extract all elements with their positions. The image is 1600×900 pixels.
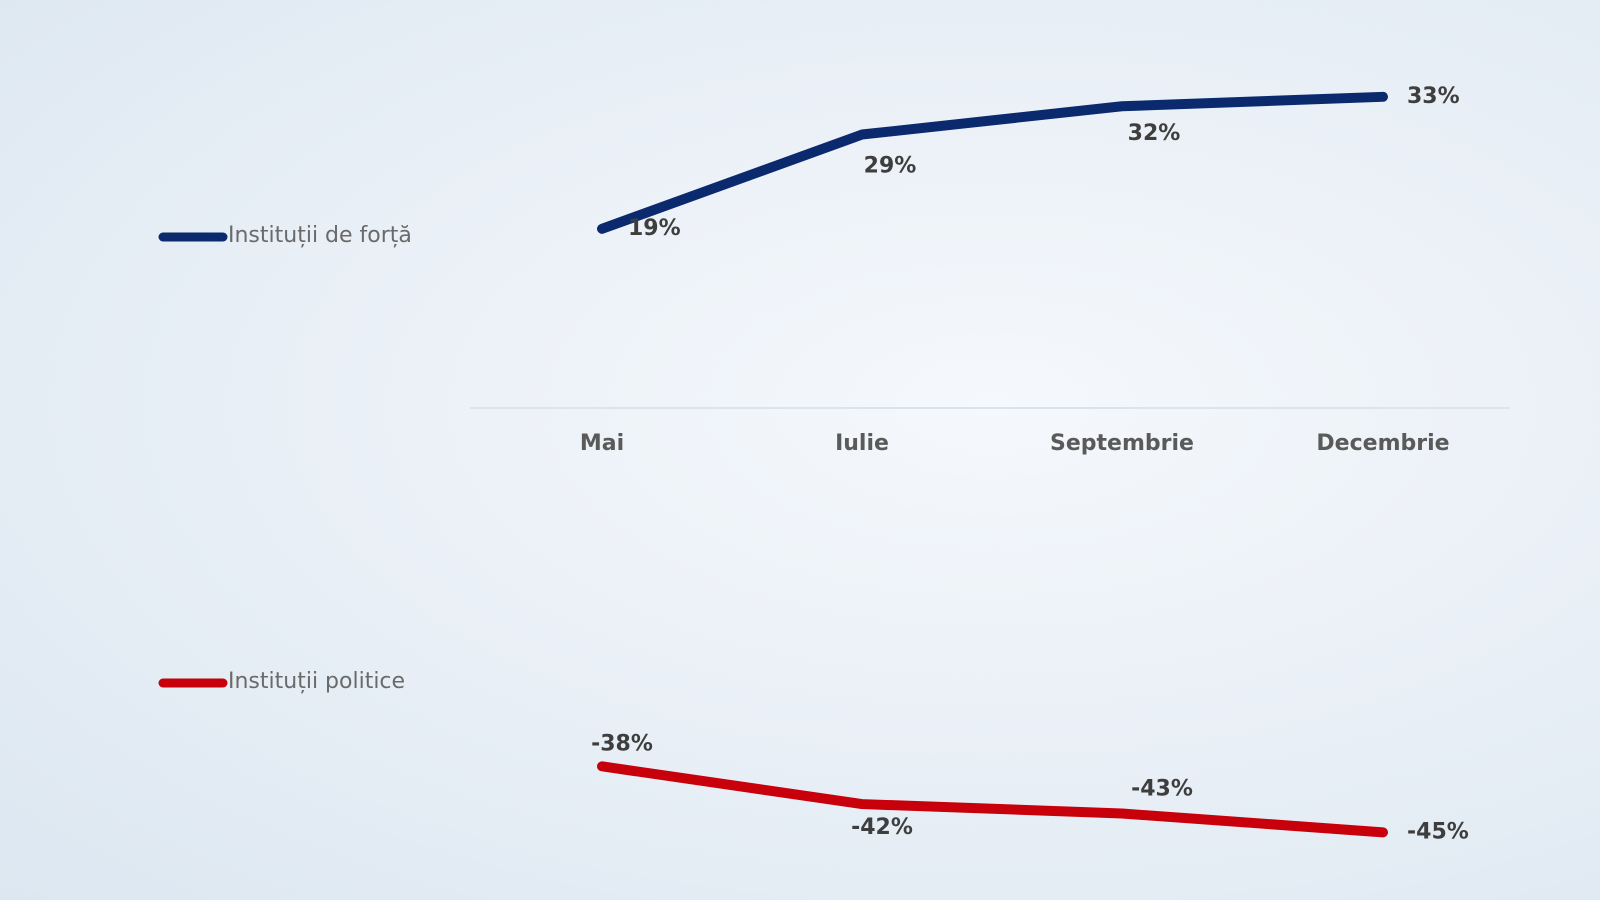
series-line bbox=[597, 761, 1388, 838]
x-tick-label: Septembrie bbox=[1050, 431, 1194, 456]
data-label: 29% bbox=[864, 154, 917, 179]
x-tick-label: Mai bbox=[580, 431, 624, 456]
series-line bbox=[597, 91, 1388, 234]
data-label: 19% bbox=[628, 216, 681, 241]
x-tick-label: Iulie bbox=[835, 431, 889, 456]
legend-label: Instituții de forță bbox=[228, 223, 412, 248]
x-tick-label: Decembrie bbox=[1316, 431, 1449, 456]
data-label: -42% bbox=[851, 815, 913, 840]
data-label: -38% bbox=[591, 731, 653, 756]
data-label: 33% bbox=[1407, 84, 1460, 109]
legend-label: Instituții politice bbox=[228, 669, 405, 694]
data-label: -43% bbox=[1131, 776, 1193, 801]
data-label: -45% bbox=[1407, 819, 1469, 844]
data-label: 32% bbox=[1128, 121, 1181, 146]
